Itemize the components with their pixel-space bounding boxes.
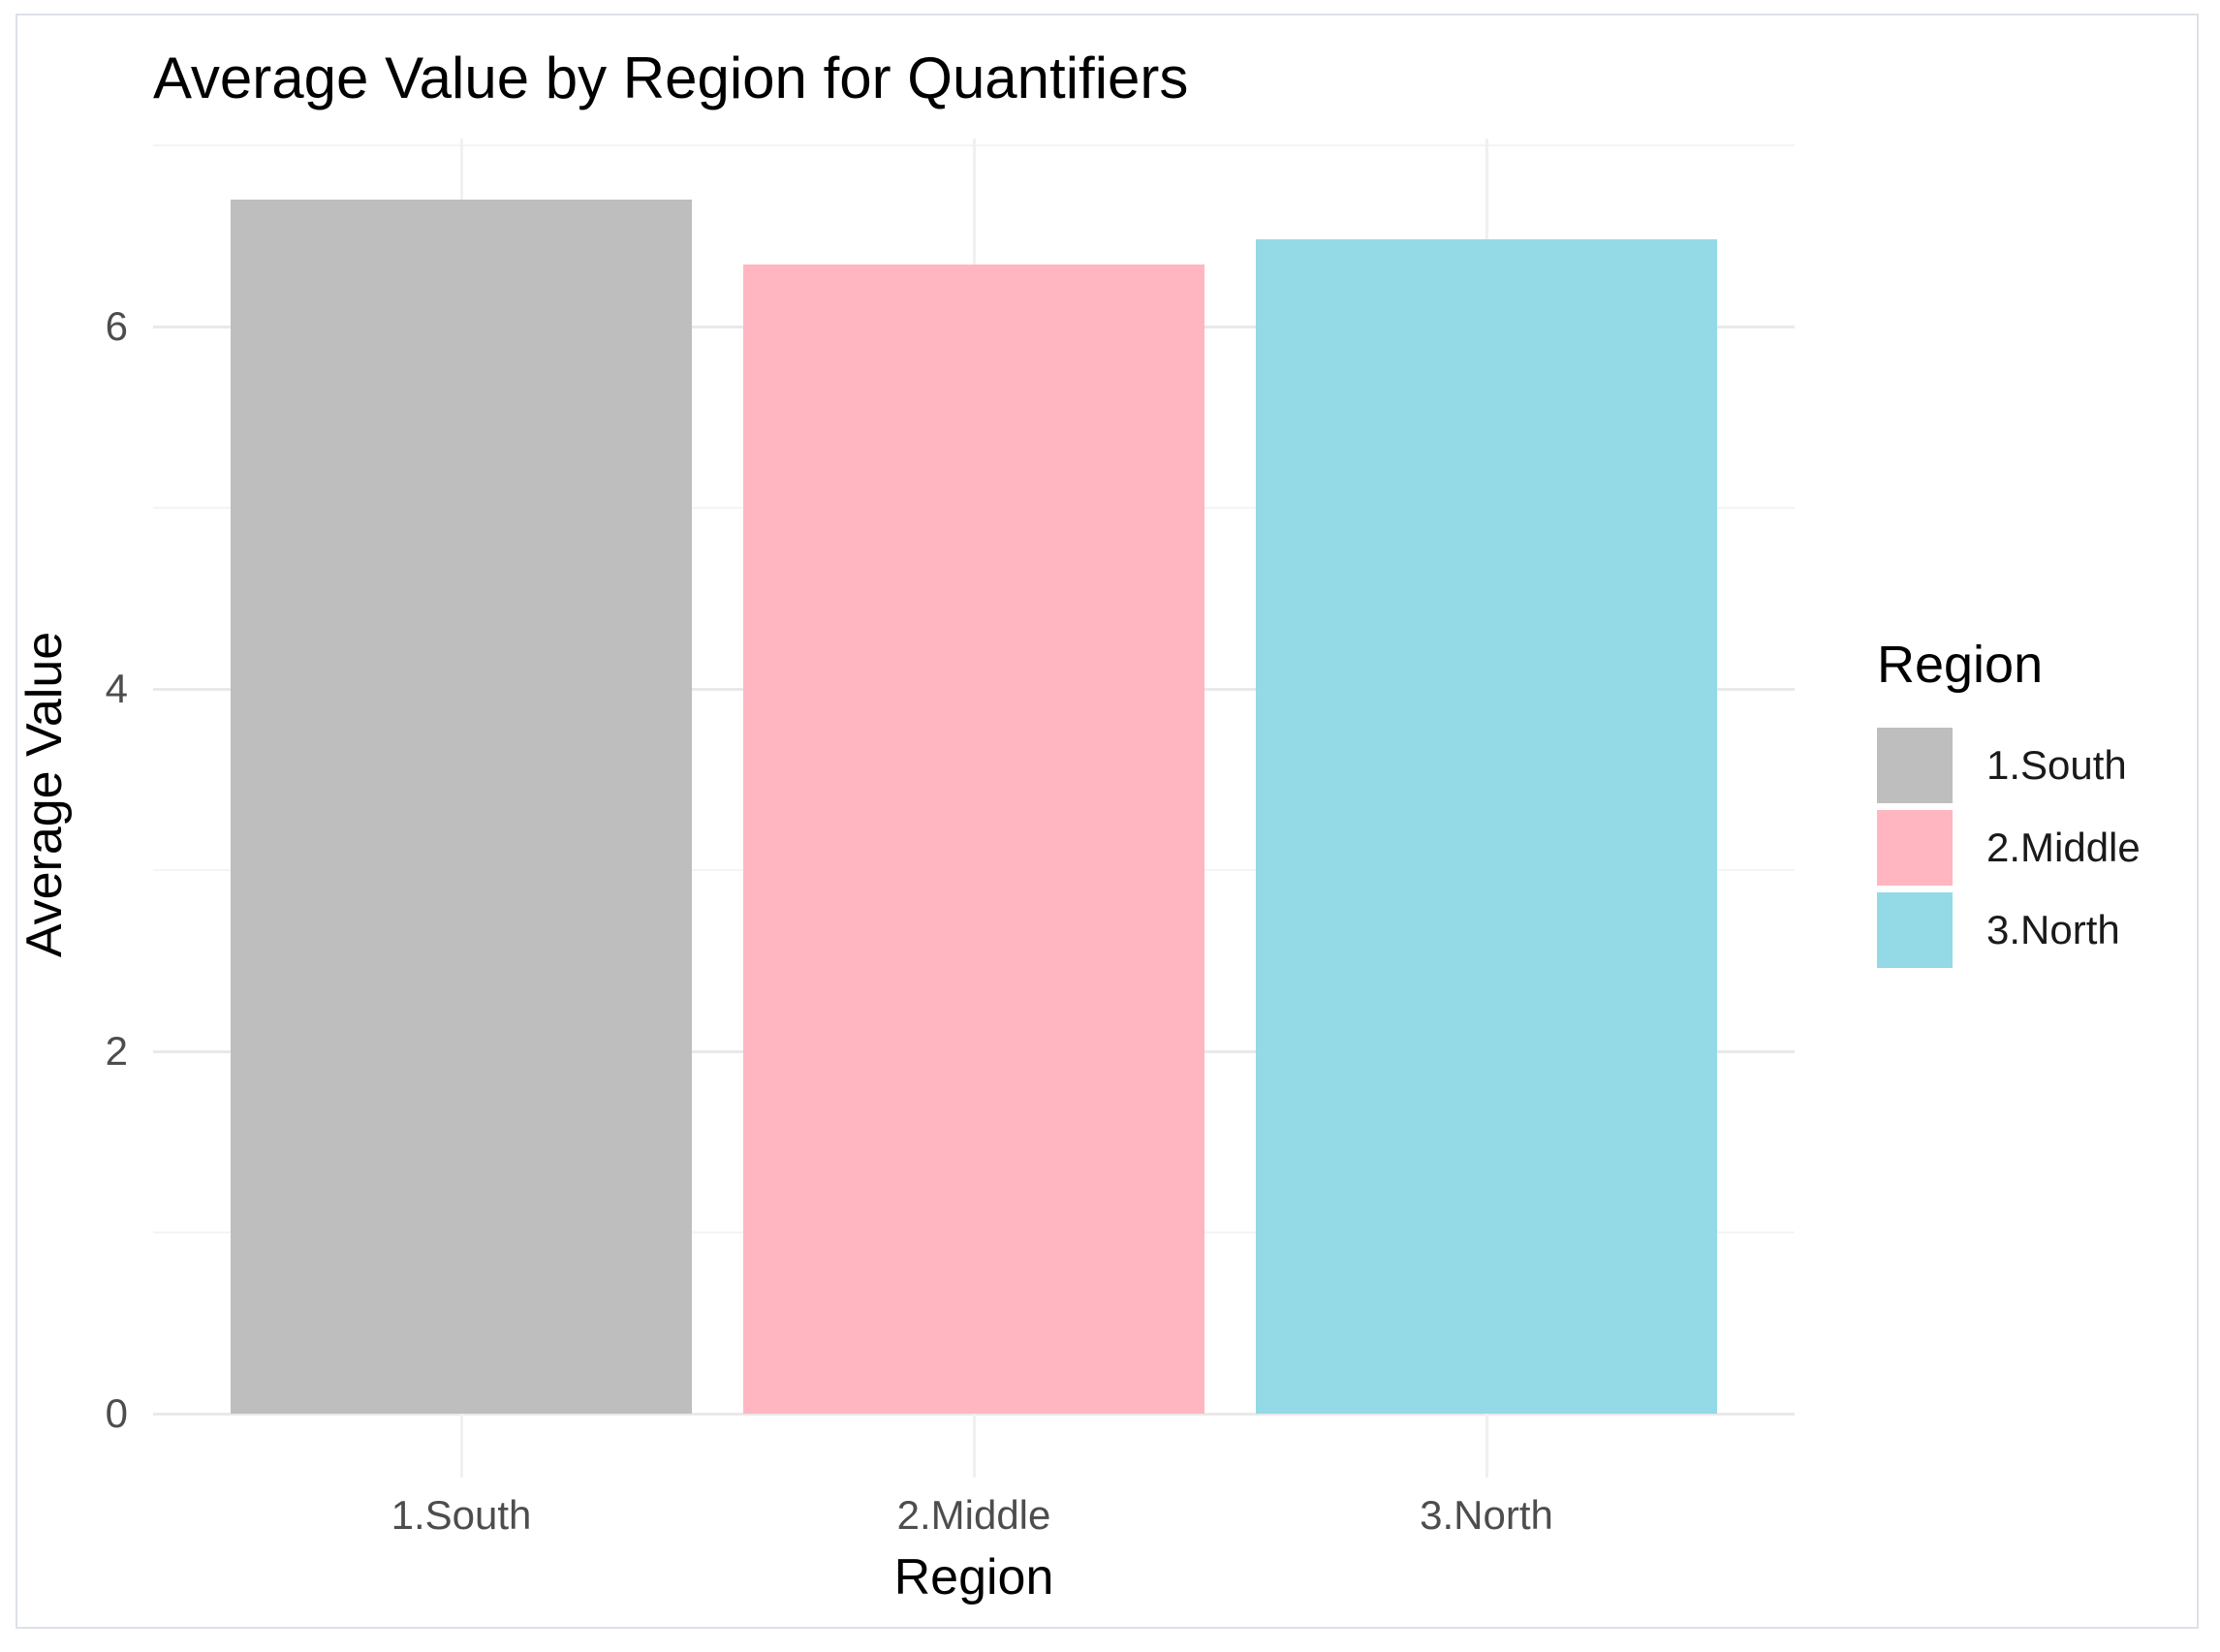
x-axis-title: Region	[893, 1549, 1054, 1605]
y-tick-label-6: 6	[105, 303, 128, 349]
bar-1-south	[231, 200, 692, 1414]
legend-label-1-south: 1.South	[1986, 742, 2127, 788]
legend-item-1-south: 1.South	[1877, 728, 2141, 803]
legend-label-2-middle: 2.Middle	[1986, 825, 2141, 870]
legend-items: 1.South 2.Middle 3.North	[1877, 728, 2141, 968]
x-tick-label-2-middle: 2.Middle	[896, 1492, 1051, 1538]
legend-swatch-1-south	[1877, 728, 1953, 803]
legend-title: Region	[1877, 636, 2044, 694]
legend: Region 1.South 2.Middle 3.North	[1877, 635, 2141, 968]
plot-panel	[153, 139, 1795, 1478]
y-tick-label-2: 2	[105, 1028, 128, 1074]
legend-swatch-3-north	[1877, 892, 1953, 968]
y-tick-label-0: 0	[105, 1390, 128, 1436]
legend-swatch-2-middle	[1877, 810, 1953, 886]
chart-title: Average Value by Region for Quantifiers	[153, 46, 1189, 110]
x-tick-label-1-south: 1.South	[391, 1492, 532, 1538]
x-tick-label-3-north: 3.North	[1420, 1492, 1553, 1538]
bar-2-middle	[743, 265, 1204, 1414]
legend-item-3-north: 3.North	[1877, 892, 2141, 968]
legend-label-3-north: 3.North	[1986, 907, 2120, 952]
legend-item-2-middle: 2.Middle	[1877, 810, 2141, 886]
bar-3-north	[1256, 239, 1717, 1414]
y-tick-label-4: 4	[105, 666, 128, 711]
